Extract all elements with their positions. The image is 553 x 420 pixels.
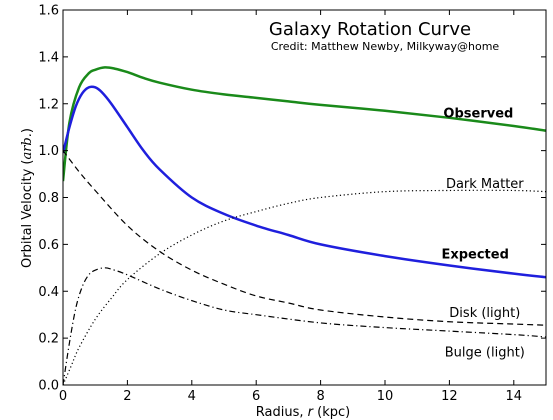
x-axis-label-var: r: [308, 405, 315, 420]
series-line-expected: [63, 85, 546, 279]
x-tick-label: 6: [252, 389, 260, 404]
series-layer: [63, 66, 546, 385]
x-tick-label: 0: [59, 389, 67, 404]
annotation-layer: Observed Dark Matter Expected Disk (light) B…: [441, 107, 524, 361]
chart-title: Galaxy Rotation Curve: [269, 19, 471, 40]
y-axis-ticks: 0.0 0.2 0.4 0.6 0.8 1.0 1.2 1.4 1.6: [38, 4, 546, 394]
x-tick-label: 4: [188, 389, 196, 404]
y-axis-label: Orbital Velocity (arb.): [20, 128, 35, 268]
series-line-bulge-light: [63, 267, 546, 385]
series-label-disk-light: Disk (light): [449, 306, 520, 321]
y-tick-label: 0.6: [38, 238, 59, 253]
series-label-dark-matter: Dark Matter: [446, 177, 524, 192]
series-line-dark-matter: [63, 189, 546, 385]
x-tick-label: 10: [377, 389, 394, 404]
x-axis-label-prefix: Radius,: [256, 405, 308, 420]
y-tick-label: 1.6: [38, 4, 59, 19]
x-axis-ticks: 0 2 4 6 8 10 12 14: [59, 10, 522, 404]
series-line-observed: [63, 66, 546, 182]
y-tick-label: 1.2: [38, 97, 59, 112]
y-tick-label: 0.0: [38, 379, 59, 394]
plot-area: [63, 66, 546, 385]
y-axis-label-unit: arb.: [20, 133, 35, 159]
x-tick-label: 14: [506, 389, 523, 404]
y-tick-label: 1.4: [38, 50, 59, 65]
y-tick-label: 1.0: [38, 144, 59, 159]
x-axis-label: Radius, r (kpc): [256, 405, 350, 420]
x-tick-label: 8: [316, 389, 324, 404]
y-tick-label: 0.8: [38, 191, 59, 206]
series-label-bulge-light: Bulge (light): [445, 346, 525, 361]
chart-subtitle: Credit: Matthew Newby, Milkyway@home: [271, 40, 500, 53]
x-tick-label: 12: [441, 389, 458, 404]
x-tick-label: 2: [123, 389, 131, 404]
series-line-disk-light: [63, 150, 546, 326]
series-label-expected: Expected: [441, 247, 508, 262]
y-axis-label-prefix: Orbital Velocity (: [20, 160, 35, 268]
series-label-observed: Observed: [443, 107, 513, 122]
y-axis-label-suffix: ): [20, 128, 35, 133]
y-tick-label: 0.4: [38, 285, 59, 300]
y-tick-label: 0.2: [38, 332, 59, 347]
x-axis-label-suffix: (kpc): [313, 405, 350, 420]
